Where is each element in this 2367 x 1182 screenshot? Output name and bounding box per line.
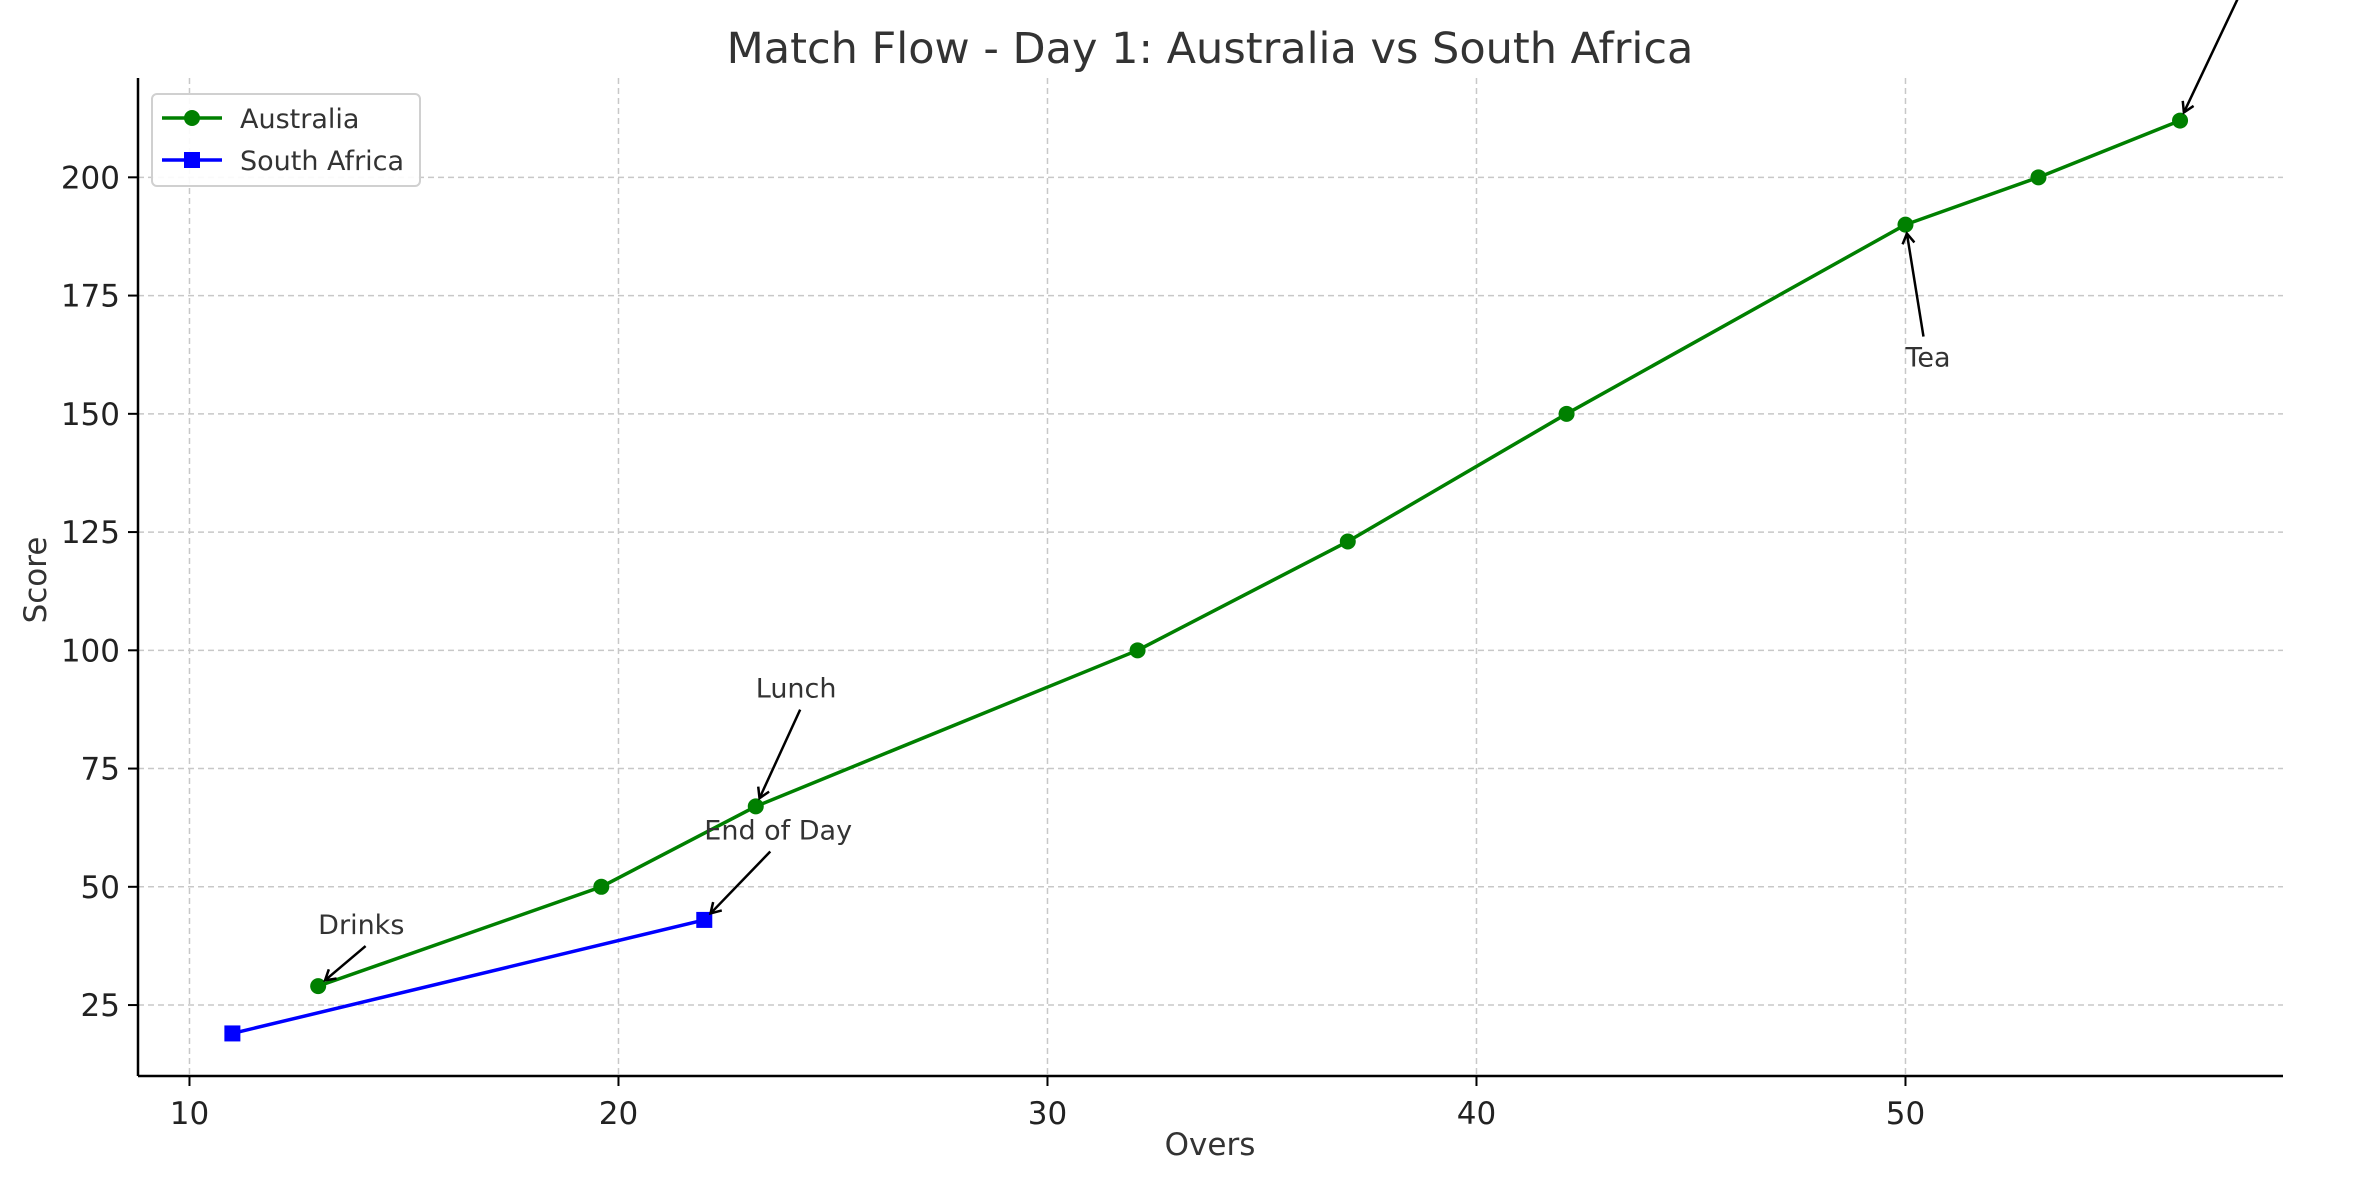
data-point	[1897, 216, 1914, 233]
annotation-arrow	[1907, 234, 1925, 337]
y-tick-label: 75	[81, 752, 120, 788]
series-line	[231, 918, 705, 1036]
y-tick-label: 150	[61, 397, 120, 433]
x-tick-label: 40	[1457, 1096, 1496, 1132]
annotation-label: Tea	[1904, 343, 1950, 374]
annotation: Innings End	[2180, 0, 2239, 112]
legend-label: South Africa	[240, 146, 404, 177]
series-australia	[310, 112, 2189, 995]
data-series	[224, 112, 2189, 1042]
y-axis-label: Score	[18, 537, 54, 624]
series-south-africa	[224, 911, 713, 1042]
x-tick-label: 10	[170, 1096, 209, 1132]
x-axis-label: Overs	[1165, 1127, 1256, 1163]
series-line	[317, 118, 2181, 988]
y-tick-label: 175	[61, 279, 120, 315]
y-tick-label: 25	[81, 988, 120, 1024]
x-tick-label: 30	[1028, 1096, 1067, 1132]
y-tick-label: 100	[61, 633, 120, 669]
y-tick-label: 125	[61, 515, 120, 551]
annotation-label: Drinks	[318, 910, 404, 941]
annotation: Tea	[1904, 234, 1951, 374]
annotation: End of Day	[704, 816, 852, 914]
x-tick-label: 50	[1886, 1096, 1925, 1132]
data-point	[2030, 169, 2047, 186]
legend-label: Australia	[240, 104, 359, 135]
annotation-label: Lunch	[756, 674, 837, 705]
data-point	[310, 978, 327, 995]
annotation: Lunch	[756, 674, 837, 799]
annotation: Drinks	[318, 910, 404, 980]
annotation-arrow	[760, 709, 802, 799]
legend: Australia South Africa	[151, 93, 421, 187]
data-point	[747, 798, 764, 815]
data-point	[2172, 112, 2189, 129]
annotation-label: End of Day	[704, 816, 852, 847]
x-tick-label: 20	[599, 1096, 638, 1132]
annotations: Drinks Lunch End of Day Tea Innings End	[318, 0, 2239, 980]
legend-swatch-marker	[184, 110, 200, 126]
data-point	[224, 1025, 241, 1042]
data-point	[696, 911, 713, 928]
y-tick-label: 50	[81, 870, 120, 906]
grid-lines	[138, 78, 2283, 1076]
annotation-arrow	[2184, 0, 2239, 112]
data-point	[1129, 642, 1146, 659]
legend-swatch-marker	[184, 152, 200, 168]
data-point	[1558, 405, 1575, 422]
tick-labels: 10 20 30 40 50 25 50 75 100 125 150 175 200	[61, 160, 1925, 1132]
y-tick-label: 200	[61, 160, 120, 196]
chart-title: Match Flow - Day 1: Australia vs South A…	[727, 24, 1694, 74]
annotation-arrow	[325, 945, 367, 980]
legend-item: South Africa	[162, 146, 404, 177]
legend-item: Australia	[162, 104, 359, 135]
annotation-arrow	[711, 850, 772, 914]
data-point	[593, 878, 610, 895]
data-point	[1339, 533, 1356, 550]
axes	[136, 78, 2283, 1078]
